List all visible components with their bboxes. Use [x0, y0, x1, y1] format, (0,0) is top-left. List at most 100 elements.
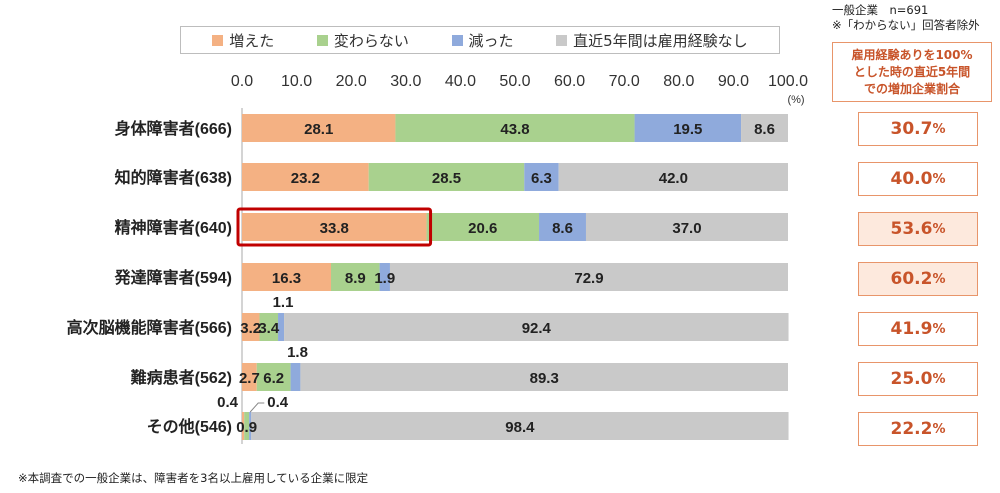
increase-ratio-header: 雇用経験ありを100% とした時の直近5年間 での増加企業割合	[832, 42, 992, 102]
bar-segment	[539, 213, 586, 241]
data-label: 19.5	[673, 121, 702, 138]
ratio-unit: %	[932, 221, 946, 237]
data-label: 98.4	[505, 419, 535, 436]
data-label: 1.8	[287, 344, 308, 361]
increase-ratio-box: 40.0%	[858, 162, 978, 196]
data-label: 0.4	[267, 394, 289, 411]
ratio-value: 25.0	[890, 369, 933, 389]
header-line: での増加企業割合	[863, 81, 960, 96]
legend-label: 変わらない	[333, 31, 409, 50]
x-tick-label: 60.0	[554, 73, 585, 90]
bar-segment	[278, 313, 285, 341]
legend-item-decreased: 減った	[451, 30, 514, 51]
ratio-unit: %	[932, 321, 946, 337]
data-label: 89.3	[530, 370, 559, 387]
data-label: 0.9	[236, 419, 257, 436]
legend-item-no-experience: 直近5年間は雇用経験なし	[556, 30, 748, 51]
category-label: その他(546)	[147, 417, 232, 436]
data-label: 8.6	[552, 220, 573, 237]
legend-swatch	[451, 34, 463, 46]
bar-segment	[242, 313, 260, 341]
bar-segment	[249, 412, 252, 440]
bar-segment	[741, 114, 788, 142]
legend-label: 増えた	[229, 31, 275, 50]
bar-segment	[284, 313, 789, 341]
ratio-value: 41.9	[890, 319, 933, 339]
increase-ratio-box: 60.2%	[858, 262, 978, 296]
ratio-unit: %	[932, 371, 946, 387]
bar-segment	[368, 163, 525, 191]
category-label: 知的障害者(638)	[115, 168, 232, 187]
data-label: 8.6	[754, 121, 775, 138]
ratio-value: 22.2	[890, 419, 933, 439]
ratio-value: 30.7	[890, 119, 933, 139]
bar-segment	[389, 263, 788, 291]
legend-swatch	[556, 34, 568, 46]
x-tick-label: 50.0	[499, 73, 530, 90]
header-line: とした時の直近5年間	[853, 64, 971, 79]
bar-segment	[524, 163, 559, 191]
legend-item-unchanged: 変わらない	[316, 30, 409, 51]
increase-ratio-box: 41.9%	[858, 312, 978, 346]
ratio-value: 53.6	[890, 219, 933, 239]
legend-label: 減った	[468, 31, 514, 50]
data-label: 1.9	[374, 270, 395, 287]
data-label: 16.3	[272, 270, 301, 287]
data-label: 3.2	[240, 320, 261, 337]
x-tick-label: 30.0	[390, 73, 421, 90]
data-label: 6.3	[531, 170, 552, 187]
header-line: 雇用経験ありを100%	[851, 47, 973, 62]
bar-segment	[585, 213, 788, 241]
data-label: 43.8	[500, 121, 529, 138]
footnote: ※本調査での一般企業は、障害者を3名以上雇用している企業に限定	[18, 471, 369, 485]
x-axis-unit: (%)	[787, 94, 804, 106]
legend-swatch	[316, 34, 328, 46]
ratio-unit: %	[932, 171, 946, 187]
exclusion-note: ※「わからない」回答者除外	[832, 18, 980, 32]
bar-segment	[251, 412, 789, 440]
data-label: 33.8	[320, 220, 349, 237]
category-label: 難病患者(562)	[131, 368, 232, 387]
increase-ratio-box: 53.6%	[858, 212, 978, 246]
data-labels: 28.1 43.8 19.5 8.6 23.2 28.5 6.3 42.0 33.8 20.6 8.…	[217, 121, 775, 436]
ratio-value: 60.2	[890, 269, 933, 289]
x-tick-label: 90.0	[718, 73, 749, 90]
x-tick-label: 100.0	[768, 73, 808, 90]
x-tick-label: 80.0	[663, 73, 694, 90]
x-tick-label: 0.0	[231, 73, 253, 90]
bar-segment	[242, 114, 396, 142]
increase-ratio-box: 22.2%	[858, 412, 978, 446]
leader-line	[249, 402, 265, 413]
data-label: 23.2	[291, 170, 320, 187]
category-labels: 身体障害者(666) 知的障害者(638) 精神障害者(640) 発達障害者(594)…	[67, 119, 232, 436]
ratio-unit: %	[932, 421, 946, 437]
sample-size-note: 一般企業 n=691	[832, 3, 929, 17]
legend-item-increased: 増えた	[212, 30, 274, 51]
bar-segment	[300, 363, 788, 391]
x-axis-ticks: 0.0 10.0 20.0 30.0 40.0 50.0 60.0 70.0 80.0 90.0 1…	[231, 73, 808, 90]
bar-segment	[330, 263, 380, 291]
bar-segment	[242, 263, 331, 291]
bar-segment	[242, 213, 427, 241]
data-label: 8.9	[345, 270, 366, 287]
data-label: 72.9	[574, 270, 603, 287]
x-tick-label: 70.0	[609, 73, 640, 90]
data-label: 20.6	[468, 220, 497, 237]
data-label: 28.5	[432, 170, 461, 187]
bar-segment	[379, 263, 390, 291]
bar-segment	[242, 412, 245, 440]
data-label: 28.1	[304, 121, 333, 138]
data-label: 0.4	[217, 394, 239, 411]
legend: 増えた 変わらない 減った 直近5年間は雇用経験なし	[180, 26, 780, 54]
data-label: 6.2	[263, 370, 284, 387]
bar-segment	[558, 163, 788, 191]
bar-segment	[256, 363, 291, 391]
ratio-unit: %	[932, 121, 946, 137]
bars	[241, 108, 789, 444]
category-label: 精神障害者(640)	[115, 218, 232, 237]
data-label: 42.0	[659, 170, 688, 187]
x-tick-label: 40.0	[445, 73, 476, 90]
bar-segment	[634, 114, 742, 142]
ratio-unit: %	[932, 271, 946, 287]
